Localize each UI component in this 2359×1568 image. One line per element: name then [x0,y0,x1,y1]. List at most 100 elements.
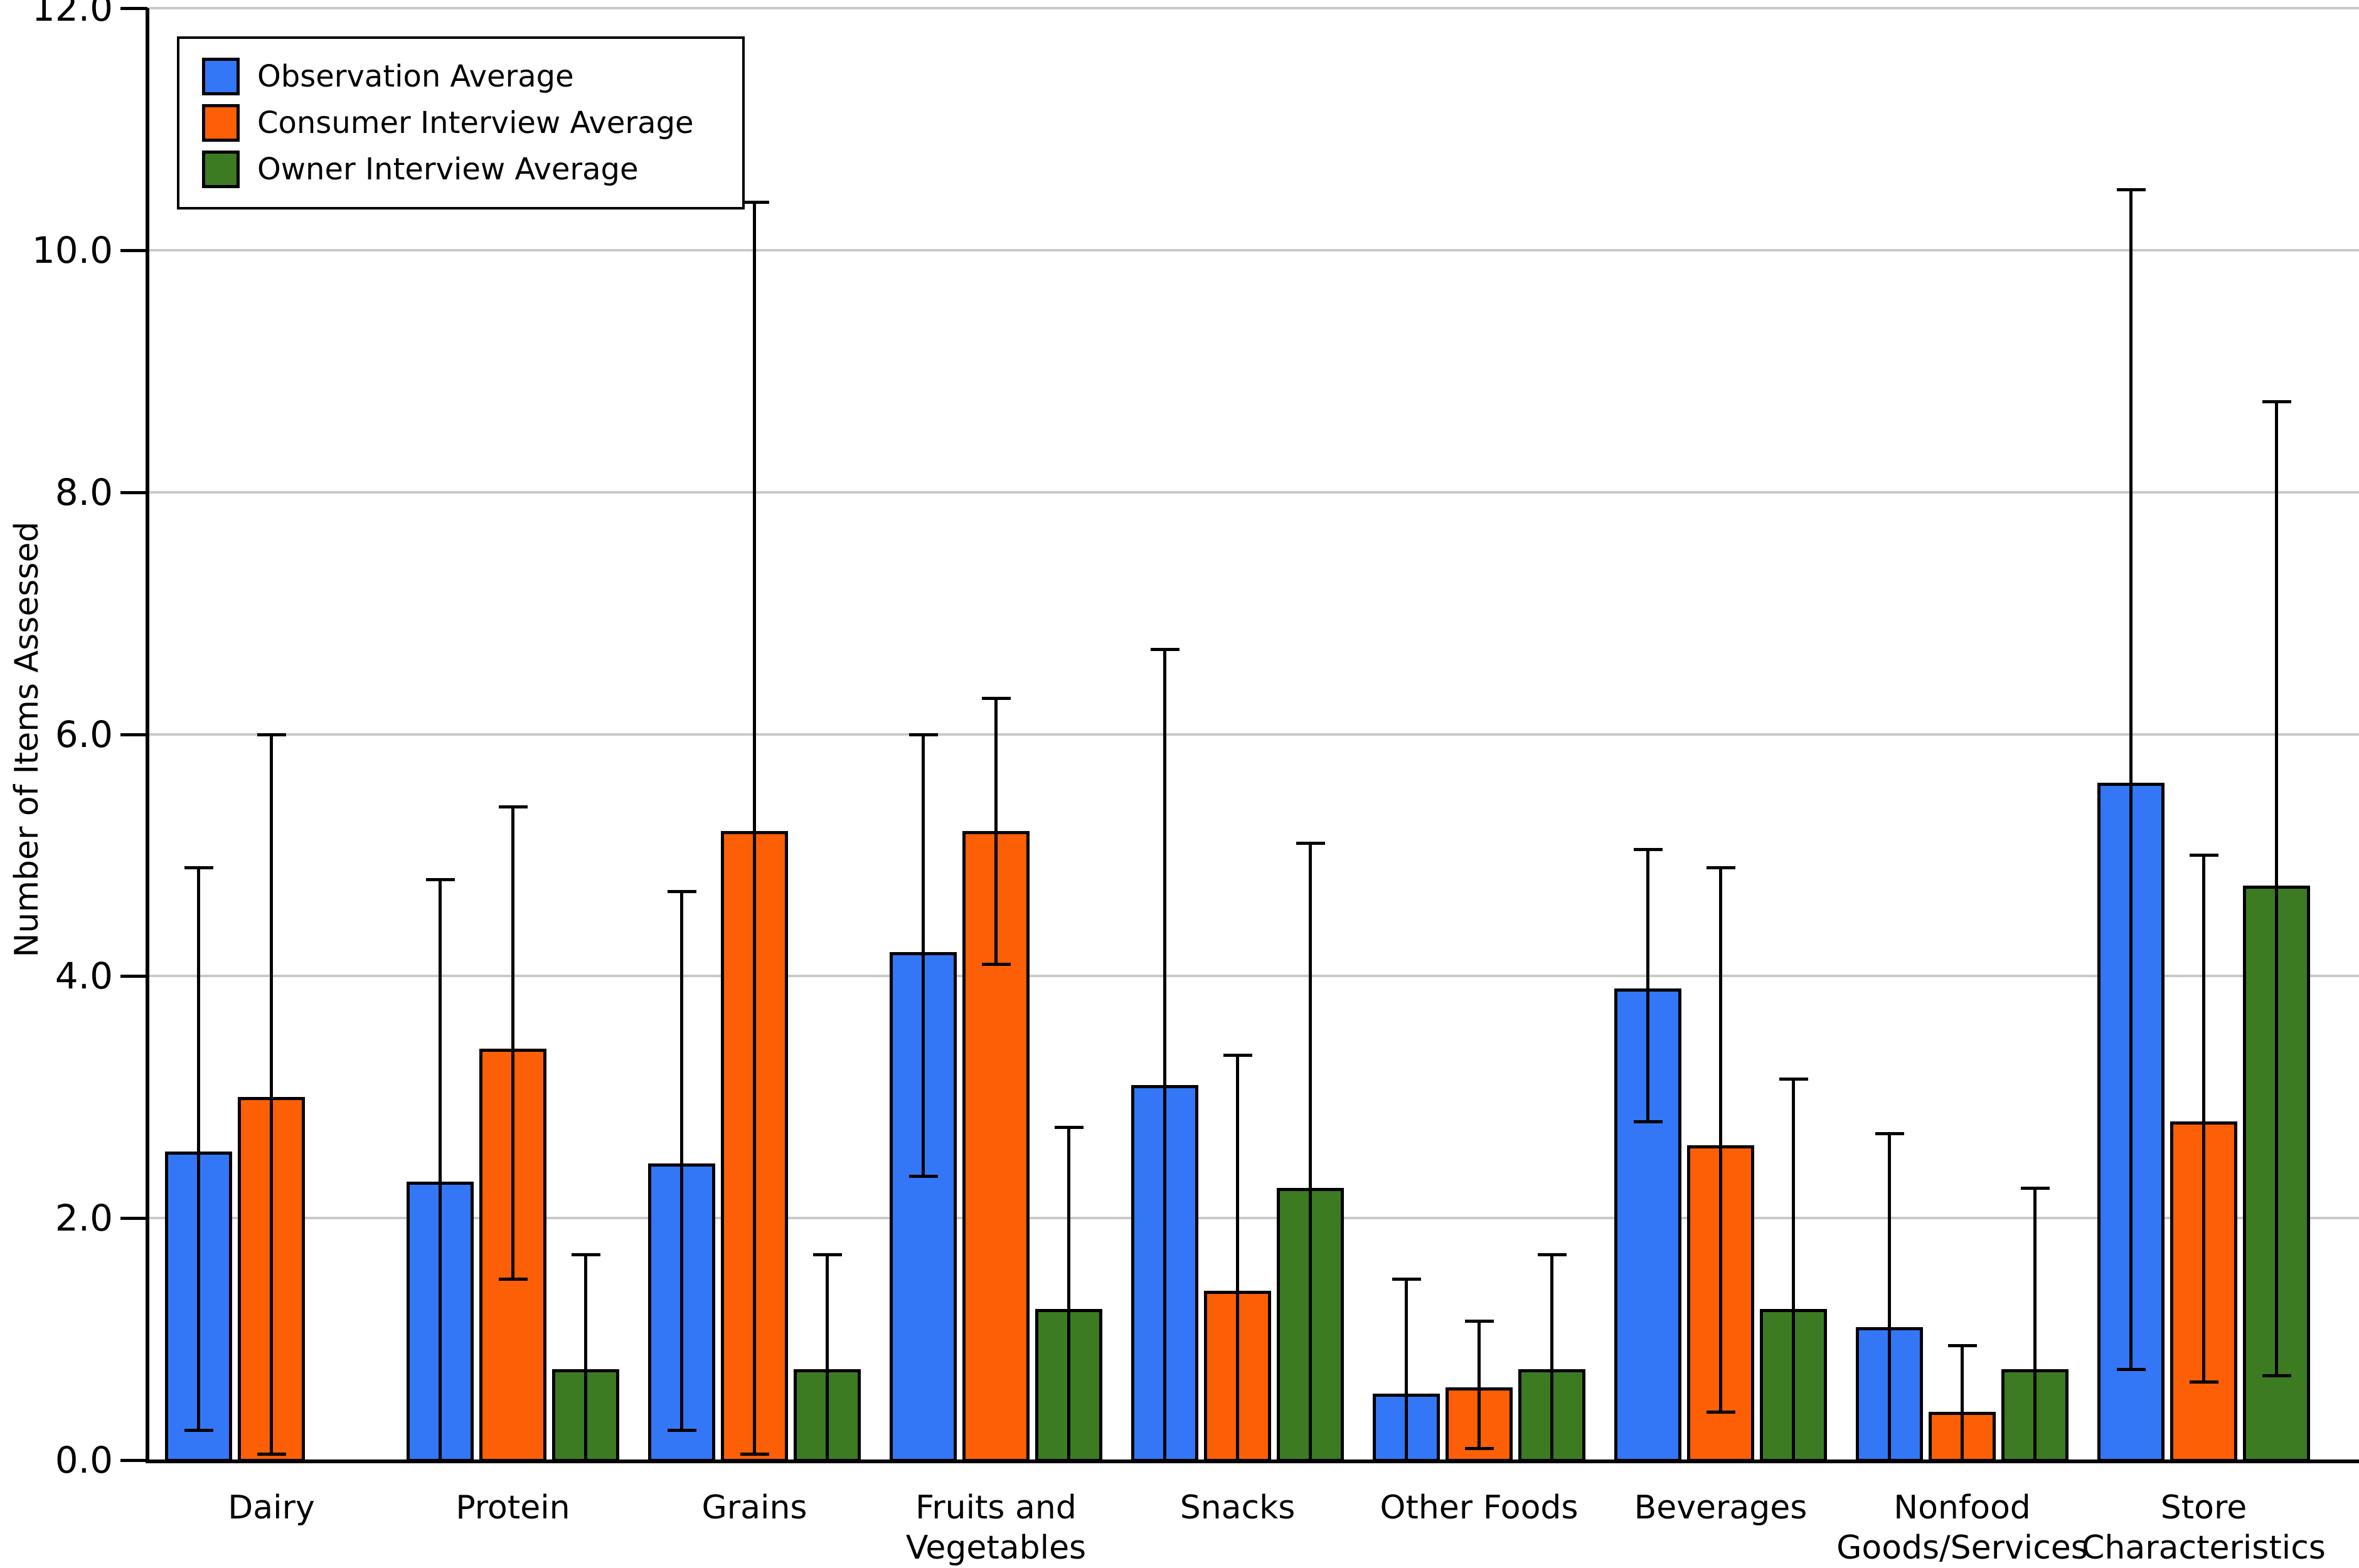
error-bar-cap-bottom [1465,1447,1494,1450]
x-axis-label-line: Vegetables [833,1528,1159,1568]
error-bar-cap-bottom [2190,1380,2218,1384]
error-bar-line [1961,1345,1964,1460]
error-bar-cap-top [982,697,1011,700]
error-bar-cap-top [1948,1344,1977,1347]
y-tick-mark [120,491,147,494]
error-bar-cap-bottom [909,1175,938,1178]
gridline-8 [147,491,2359,494]
error-bar-line [1405,1279,1408,1460]
error-bar-cap-top [1296,842,1325,845]
error-bar-line [2033,1188,2037,1460]
legend-swatch [202,151,240,188]
y-tick-mark [120,1217,147,1220]
error-bar-cap-bottom [2117,1368,2146,1371]
y-tick-label: 12.0 [6,0,113,32]
error-bar-line [511,807,514,1278]
error-bar-cap-top [1707,866,1735,869]
legend-label: Owner Interview Average [257,151,639,188]
error-bar-cap-bottom [257,1453,286,1456]
y-tick-label: 6.0 [6,711,113,758]
error-bar-cap-top [1538,1253,1567,1256]
error-bar-cap-top [1634,848,1663,851]
error-bar-line [197,867,200,1430]
error-bar-cap-top [668,890,696,893]
error-bar-line [270,734,273,1454]
legend-box: Observation Average Consumer Interview Av… [177,36,745,209]
x-axis-label-line: Characteristics [2041,1528,2359,1568]
y-tick-mark [120,7,147,10]
error-bar-line [1550,1254,1553,1460]
error-bar-line [994,698,998,964]
error-bar-cap-top [499,805,528,808]
y-tick-label: 2.0 [6,1194,113,1242]
error-bar-cap-top [2190,854,2218,857]
error-bar-cap-top [813,1253,842,1256]
error-bar-cap-bottom [1707,1411,1735,1414]
error-bar-line [1646,849,1649,1121]
error-bar-line [922,734,925,1176]
y-tick-label: 0.0 [6,1436,113,1484]
legend-label: Consumer Interview Average [257,104,694,142]
error-bar-cap-top [1779,1078,1808,1081]
legend-label: Observation Average [257,58,574,95]
y-tick-mark [120,975,147,978]
x-axis-label-line: Store [2041,1488,2359,1528]
error-bar-line [1792,1079,1795,1460]
legend-swatch [202,104,240,142]
error-bar-line [753,202,756,1454]
error-bar-cap-bottom [668,1429,696,1432]
error-bar-cap-bottom [1634,1120,1663,1123]
error-bar-line [1236,1055,1239,1460]
legend-item-owner-interview-average: Owner Interview Average [202,151,720,188]
error-bar-cap-bottom [499,1278,528,1281]
error-bar-line [1888,1133,1891,1460]
error-bar-line [1163,649,1166,1460]
error-bar-line [439,879,442,1460]
x-axis-line [146,1459,2359,1463]
error-bar-cap-top [257,733,286,736]
error-bar-cap-bottom [2262,1374,2291,1377]
gridline-6 [147,733,2359,736]
legend-item-observation-average: Observation Average [202,58,720,95]
error-bar-line [2202,855,2205,1381]
legend-item-consumer-interview-average: Consumer Interview Average [202,104,720,142]
error-bar-cap-top [1875,1132,1904,1135]
y-tick-label: 10.0 [6,226,113,274]
error-bar-cap-top [1223,1054,1252,1057]
error-bar-cap-bottom [982,963,1011,966]
gridline-4 [147,975,2359,977]
error-bar-line [680,891,683,1429]
y-tick-mark [120,249,147,252]
error-bar-line [1309,843,1312,1460]
error-bar-cap-top [1055,1126,1084,1129]
y-tick-label: 4.0 [6,952,113,1000]
y-tick-label: 8.0 [6,469,113,516]
error-bar-cap-top [909,733,938,736]
error-bar-cap-top [2262,400,2291,403]
error-bar-line [2275,401,2278,1375]
error-bar-line [1067,1127,1070,1460]
error-bar-cap-top [184,866,213,869]
error-bar-line [1719,867,1722,1412]
y-axis-line [146,8,149,1463]
error-bar-cap-bottom [184,1429,213,1432]
error-bar-cap-top [426,878,455,881]
error-bar-cap-top [1392,1278,1421,1281]
gridline-10 [147,249,2359,252]
error-bar-line [1478,1321,1481,1448]
error-bar-cap-top [1465,1320,1494,1323]
gridline-12 [147,7,2359,9]
legend-swatch [202,58,240,95]
error-bar-cap-top [572,1253,600,1256]
error-bar-cap-bottom [740,1453,769,1456]
error-bar-line [826,1254,829,1460]
error-bar-line [2129,189,2133,1369]
error-bar-line [584,1254,587,1460]
y-tick-mark [120,1459,147,1462]
error-bar-cap-top [2117,188,2146,191]
y-tick-mark [120,733,147,736]
error-bar-cap-top [2021,1187,2050,1190]
error-bar-cap-top [1151,648,1180,651]
